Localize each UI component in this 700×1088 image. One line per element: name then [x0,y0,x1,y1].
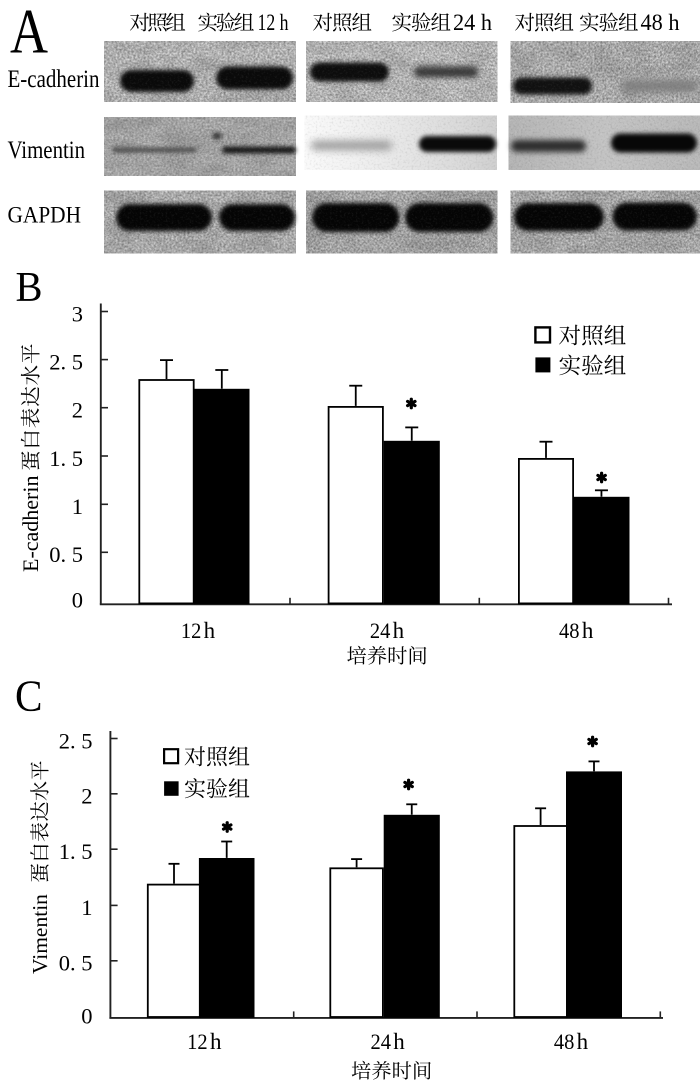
svg-text:Vimentin: Vimentin [28,894,52,974]
svg-text:0. 5: 0. 5 [49,542,83,567]
svg-text:0: 0 [81,1003,92,1028]
svg-text:Vimentin: Vimentin [8,137,86,164]
svg-text:0: 0 [72,588,83,613]
svg-text:12: 12 [187,1029,208,1054]
svg-text:3: 3 [72,301,83,326]
svg-text:GAPDH: GAPDH [8,203,82,228]
svg-text:48: 48 [559,618,580,643]
svg-text:1: 1 [81,895,92,920]
svg-text:2. 5: 2. 5 [49,349,83,374]
svg-text:C: C [15,672,43,721]
svg-text:h: h [393,618,405,643]
svg-text:1. 5: 1. 5 [49,446,83,471]
svg-text:1: 1 [72,494,83,519]
svg-text:h: h [210,1029,222,1054]
svg-text:E-cadherin: E-cadherin [18,476,43,573]
svg-text:E-cadherin: E-cadherin [8,66,100,93]
svg-text:24: 24 [370,618,391,643]
svg-text:A: A [10,0,48,67]
svg-text:24 h: 24 h [453,10,492,35]
svg-text:2: 2 [81,784,92,809]
svg-text:48: 48 [554,1029,575,1054]
svg-text:48 h: 48 h [641,10,680,35]
svg-text:12: 12 [181,618,202,643]
svg-text:h: h [577,1029,589,1054]
svg-text:12 h: 12 h [258,10,289,35]
svg-text:h: h [582,618,594,643]
svg-text:2. 5: 2. 5 [59,728,93,753]
svg-text:0. 5: 0. 5 [59,951,93,976]
svg-text:1. 5: 1. 5 [59,839,93,864]
svg-text:h: h [204,618,216,643]
svg-text:B: B [16,265,43,311]
svg-text:2: 2 [72,398,83,423]
svg-text:h: h [393,1029,405,1054]
svg-text:24: 24 [370,1029,391,1054]
